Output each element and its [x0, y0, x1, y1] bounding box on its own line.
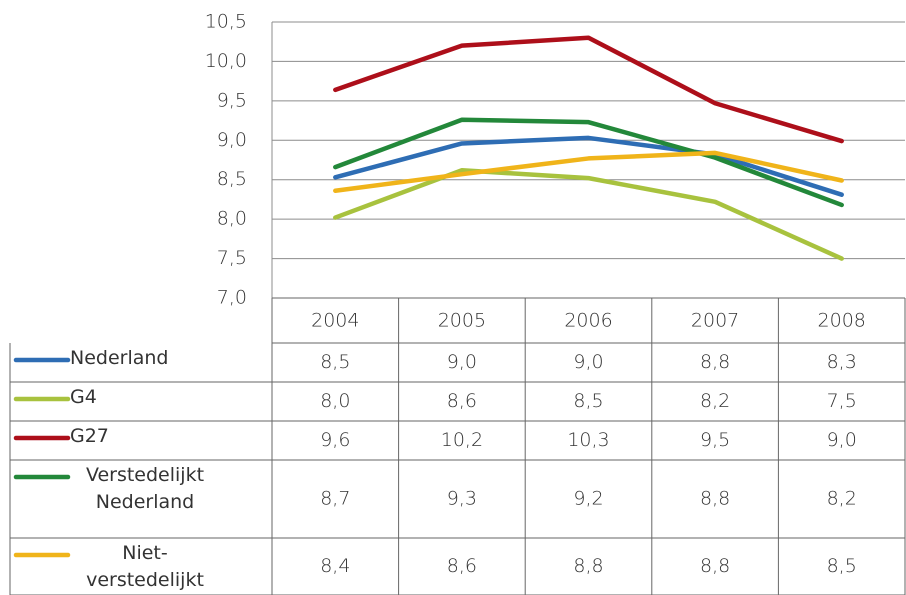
y-tick-label: 9,0 [217, 129, 247, 151]
y-tick-label: 7,5 [217, 247, 247, 269]
series-line [333, 135, 844, 197]
table-value: 8,2 [827, 488, 857, 510]
legend-label-box: Nederland [70, 347, 169, 369]
table-value: 8,8 [700, 351, 730, 373]
table-value: 8,8 [573, 555, 603, 577]
table-value: 8,2 [700, 390, 730, 412]
legend-label-box: Verstedelijkt Nederland [85, 464, 205, 513]
legend-label: Nederland [70, 347, 169, 369]
x-tick-label: 2005 [438, 310, 486, 332]
series-line [333, 168, 844, 261]
series-line [333, 150, 844, 194]
series-line [333, 117, 844, 208]
legend-label-box: Niet-verstedelijkt Nederland [86, 542, 204, 591]
table-value: 8,4 [320, 555, 350, 577]
y-tick-label: 10,0 [205, 50, 247, 72]
y-tick-label: 8,0 [217, 208, 247, 230]
table-value: 8,5 [573, 390, 603, 412]
table-value: 10,2 [441, 429, 483, 451]
table-value: 8,8 [700, 488, 730, 510]
x-tick-label: 2006 [564, 310, 612, 332]
table-value: 9,0 [447, 351, 477, 373]
table-value: 8,7 [320, 488, 350, 510]
x-tick-label: 2007 [691, 310, 739, 332]
legend-label: G4 [70, 386, 97, 408]
x-tick-label: 2004 [311, 310, 359, 332]
legend-label: Niet-verstedelijkt Nederland [86, 542, 204, 591]
table-value: 9,0 [827, 429, 857, 451]
y-tick-label: 7,0 [217, 287, 247, 309]
table-value: 8,0 [320, 390, 350, 412]
table-value: 8,8 [700, 555, 730, 577]
table-value: 9,3 [447, 488, 477, 510]
table-value: 8,6 [447, 390, 477, 412]
table-value: 7,5 [827, 390, 857, 412]
table-value: 10,3 [567, 429, 609, 451]
table-value: 8,5 [827, 555, 857, 577]
legend-label: G27 [70, 425, 109, 447]
table-value: 8,6 [447, 555, 477, 577]
legend-label-box: G4 [70, 386, 97, 408]
legend-label-box: G27 [70, 425, 109, 447]
y-tick-label: 10,5 [205, 11, 247, 33]
table-value: 9,2 [573, 488, 603, 510]
table-value: 8,3 [827, 351, 857, 373]
table-value: 9,6 [320, 429, 350, 451]
series-line [333, 35, 844, 144]
x-tick-label: 2008 [818, 310, 866, 332]
legend-label: Verstedelijkt Nederland [85, 464, 205, 513]
table-value: 9,5 [700, 429, 730, 451]
table-value: 9,0 [573, 351, 603, 373]
y-tick-label: 9,5 [217, 89, 247, 111]
table-value: 8,5 [320, 351, 350, 373]
y-tick-label: 8,5 [217, 168, 247, 190]
